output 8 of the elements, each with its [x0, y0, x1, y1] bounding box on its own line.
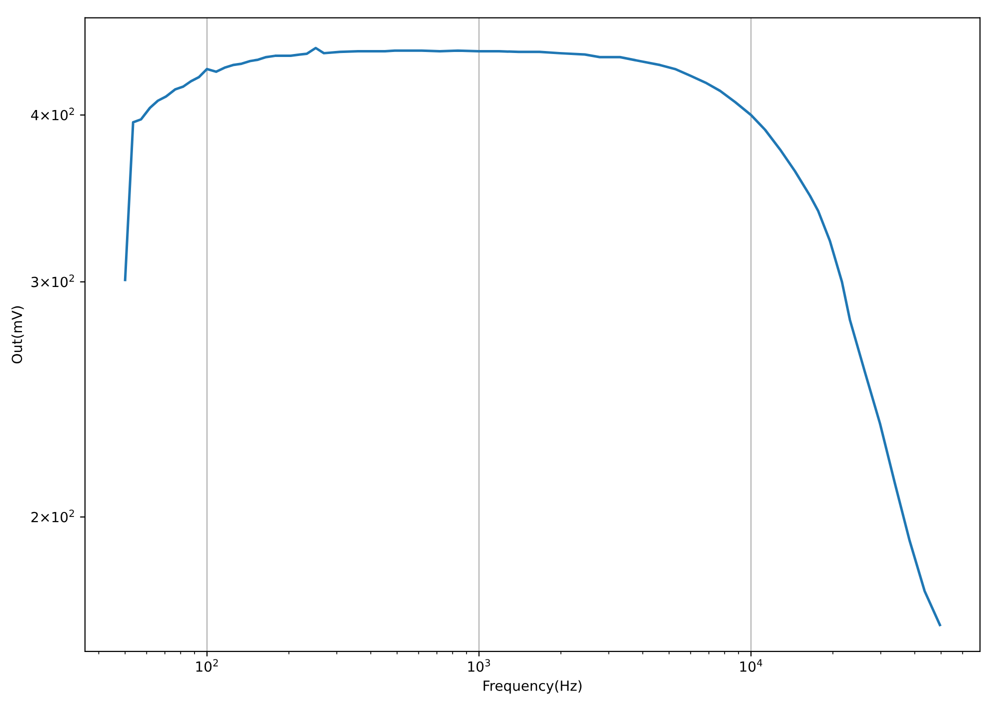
x-tick-label: 10$^{2}$ — [196, 659, 218, 672]
y-tick-label: 2×10$^{2}$ — [31, 510, 74, 522]
y-axis-title: Out(mV) — [11, 306, 24, 364]
x-tick-label: 10$^{4}$ — [740, 659, 762, 672]
x-axis-title: Frequency(Hz) — [484, 680, 582, 694]
x-tick-label: 10$^{3}$ — [468, 659, 490, 672]
y-tick-label: 3×10$^{2}$ — [31, 274, 74, 288]
y-tick-label: 4×10$^{2}$ — [31, 108, 74, 120]
